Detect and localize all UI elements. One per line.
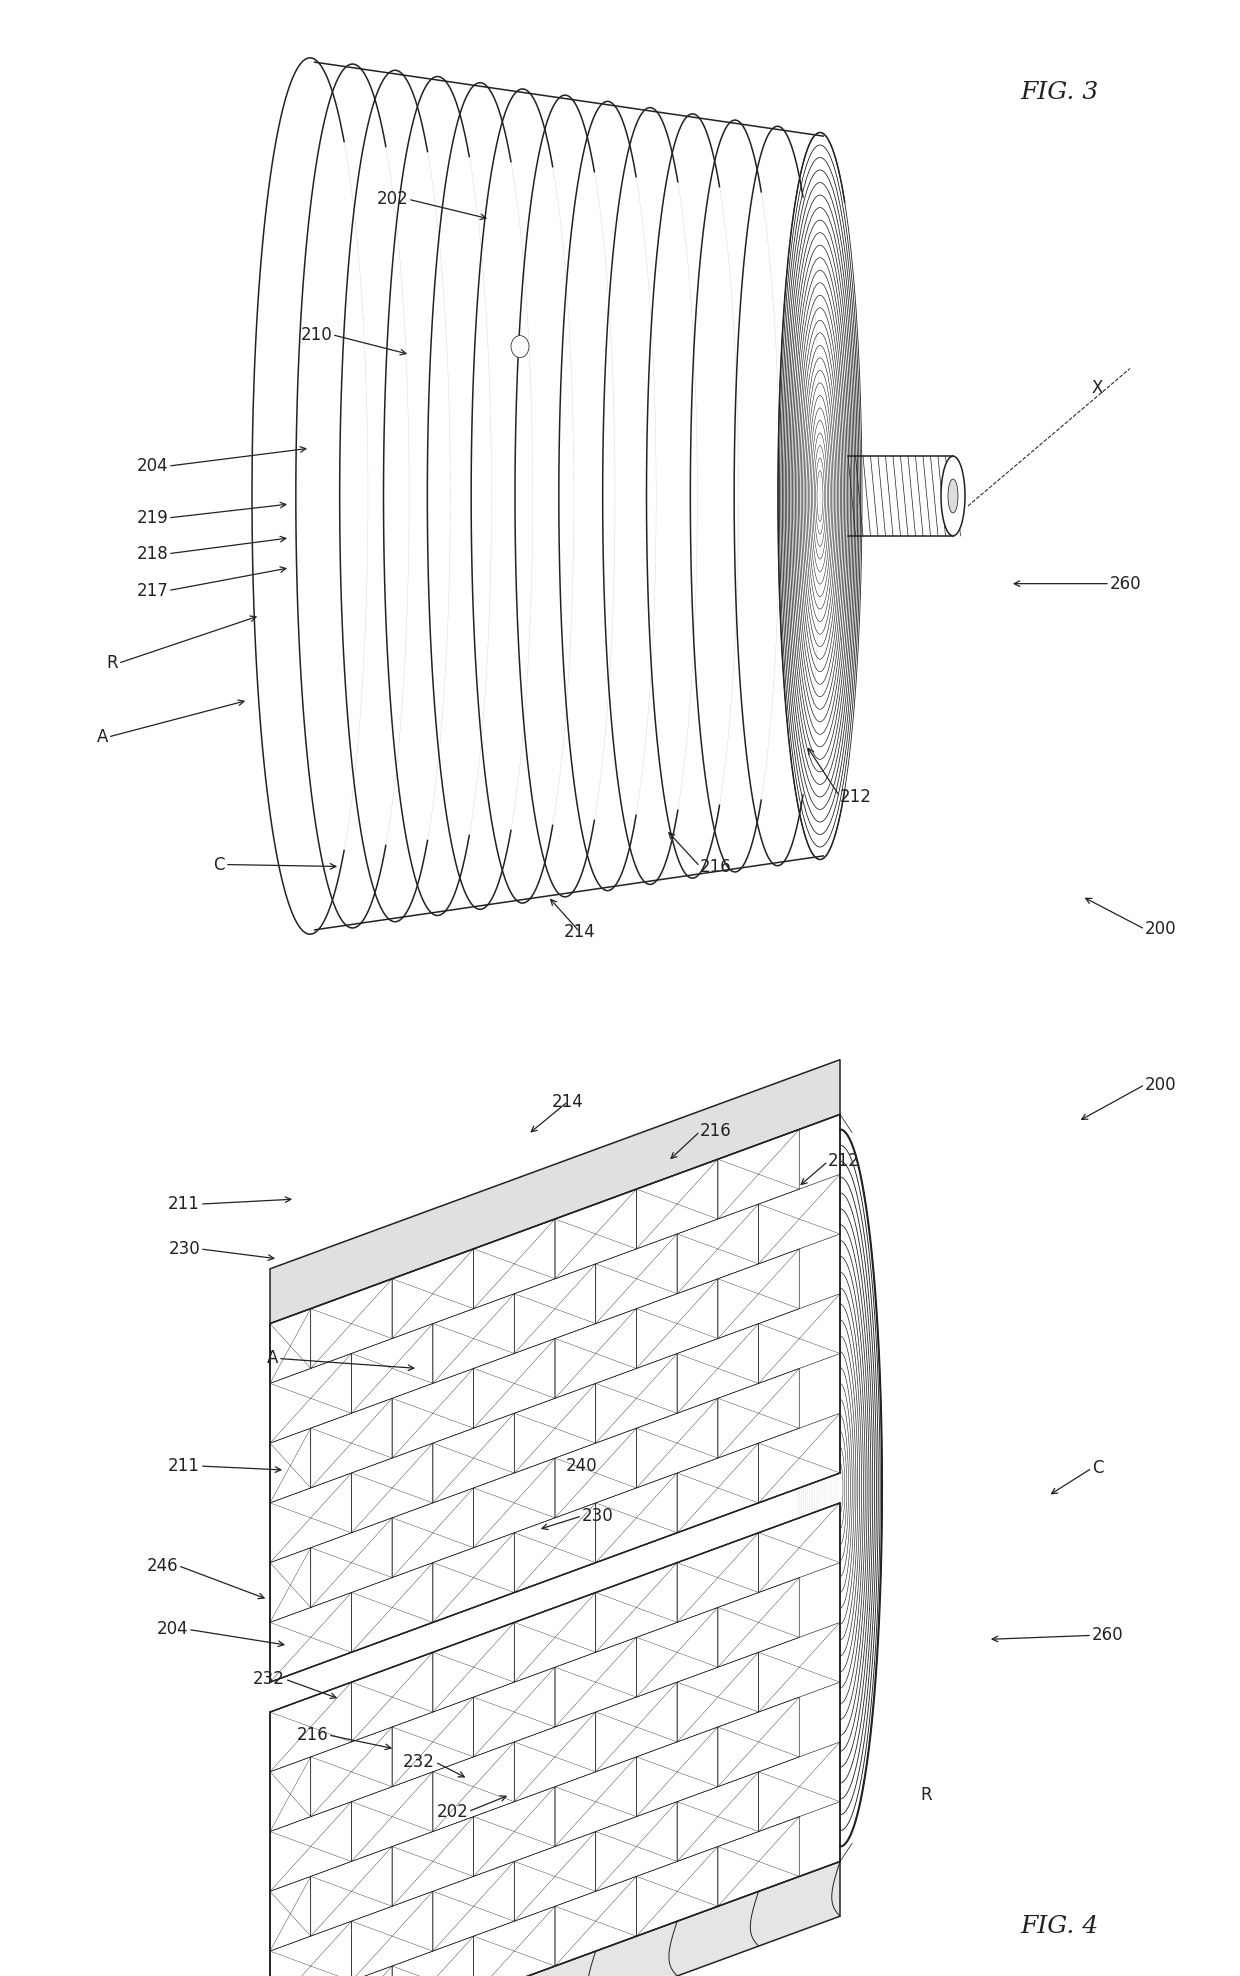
Text: 212: 212 <box>828 1152 859 1170</box>
Text: 230: 230 <box>169 1239 200 1259</box>
Text: C: C <box>1092 1458 1104 1476</box>
Text: 219: 219 <box>136 510 167 528</box>
Text: X: X <box>1092 379 1104 397</box>
Text: 204: 204 <box>156 1620 188 1638</box>
Text: FIG. 4: FIG. 4 <box>1021 1915 1099 1938</box>
Text: A: A <box>267 1350 278 1367</box>
Text: A: A <box>97 727 108 747</box>
Text: 246: 246 <box>146 1557 179 1575</box>
Text: 240: 240 <box>567 1456 598 1474</box>
Text: 211: 211 <box>169 1195 200 1213</box>
Text: 232: 232 <box>253 1670 285 1688</box>
Text: 200: 200 <box>1145 1075 1177 1093</box>
Text: 214: 214 <box>552 1093 584 1111</box>
Text: 218: 218 <box>136 545 167 563</box>
Text: 202: 202 <box>436 1802 467 1820</box>
Polygon shape <box>270 1504 839 1976</box>
Text: C: C <box>213 856 224 873</box>
Text: 216: 216 <box>701 1122 732 1140</box>
Text: 211: 211 <box>169 1456 200 1474</box>
Text: 212: 212 <box>839 788 872 806</box>
Text: R: R <box>920 1786 931 1804</box>
Text: 210: 210 <box>300 326 332 344</box>
Text: 217: 217 <box>136 581 167 599</box>
Text: 202: 202 <box>376 190 408 207</box>
Text: 232: 232 <box>403 1753 435 1770</box>
Text: 230: 230 <box>582 1508 614 1525</box>
Polygon shape <box>270 1059 839 1324</box>
Text: 216: 216 <box>701 858 732 875</box>
Polygon shape <box>270 1861 839 1976</box>
Ellipse shape <box>511 336 529 358</box>
Ellipse shape <box>949 478 959 514</box>
Ellipse shape <box>941 456 965 535</box>
Text: 200: 200 <box>1145 921 1177 939</box>
Text: FIG. 3: FIG. 3 <box>1021 81 1099 105</box>
Text: 260: 260 <box>1092 1626 1123 1644</box>
Text: 260: 260 <box>1110 575 1142 593</box>
Text: 204: 204 <box>136 456 167 474</box>
Polygon shape <box>270 1114 839 1682</box>
Text: 214: 214 <box>564 923 596 941</box>
Text: 216: 216 <box>296 1725 329 1745</box>
Text: R: R <box>107 654 118 672</box>
